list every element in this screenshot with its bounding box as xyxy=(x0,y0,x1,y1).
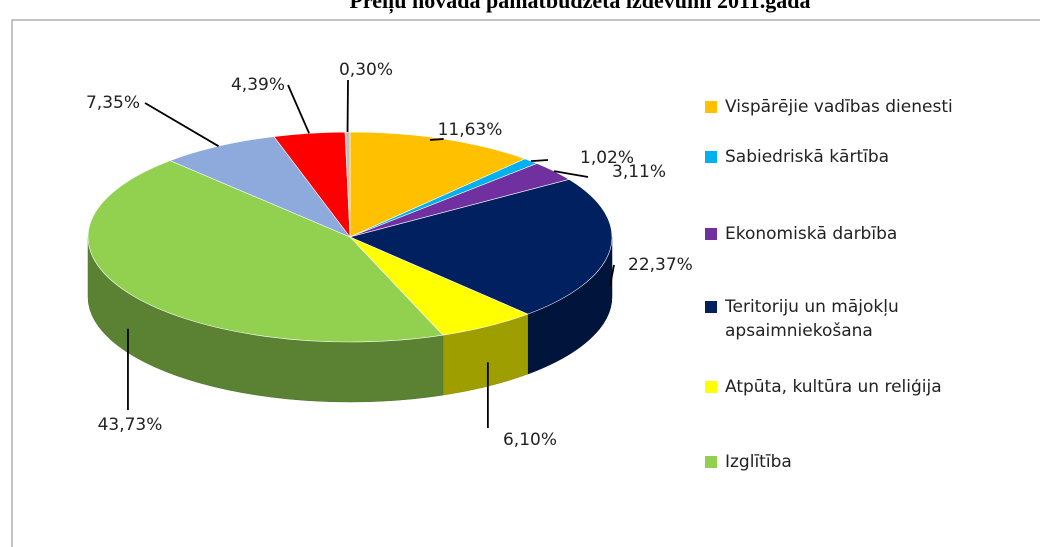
legend-swatch xyxy=(705,456,717,468)
data-label: 6,10% xyxy=(503,430,557,450)
frame xyxy=(11,19,1040,547)
legend-swatch xyxy=(705,301,717,313)
slice-top xyxy=(169,136,351,238)
data-label: 1,02% xyxy=(580,148,634,168)
data-label: 7,35% xyxy=(86,93,140,113)
chart-title: Preiļu novada pamatbudžeta izdevumi 2011… xyxy=(349,0,810,14)
legend-item: Teritoriju un mājokļu apsaimniekošana xyxy=(705,295,965,343)
legend-swatch xyxy=(705,381,717,393)
legend-label: Vispārējie vadības dienesti xyxy=(725,97,953,117)
legend-swatch xyxy=(705,151,717,163)
pie-slice xyxy=(169,136,351,238)
slice-top xyxy=(349,179,613,315)
leader-line xyxy=(287,84,310,134)
pie-slice xyxy=(87,160,444,403)
legend-item: Sabiedriskā kārtība xyxy=(705,145,1025,169)
leader-line xyxy=(144,102,220,147)
data-label: 0,30% xyxy=(339,60,393,80)
leader-line xyxy=(429,138,444,141)
pie-slice xyxy=(349,236,529,396)
legend-swatch xyxy=(705,228,717,240)
pie-slice xyxy=(344,131,351,238)
legend-label: Ekonomiskā darbība xyxy=(725,224,898,244)
slice-top xyxy=(87,160,444,343)
data-label: 43,73% xyxy=(98,415,163,435)
data-label: 4,39% xyxy=(231,75,285,95)
legend-item: Atpūta, kultūra un reliģija xyxy=(705,375,1035,399)
leader-line xyxy=(553,170,589,178)
legend-label: Izglītība xyxy=(725,452,792,472)
legend-item: Ekonomiskā darbība xyxy=(705,222,1025,246)
data-label: 11,63% xyxy=(438,120,503,140)
legend-label: Atpūta, kultūra un reliģija xyxy=(725,377,942,397)
data-label: 22,37% xyxy=(628,255,693,275)
legend-item: Izglītība xyxy=(705,450,1025,474)
legend-label: Teritoriju un mājokļu apsaimniekošana xyxy=(725,297,899,341)
leader-line xyxy=(609,264,615,286)
legend-item: Vispārējie vadības dienesti xyxy=(705,95,955,119)
leader-line xyxy=(530,159,549,162)
legend-swatch xyxy=(705,101,717,113)
slice-top xyxy=(344,131,351,238)
legend-label: Sabiedriskā kārtība xyxy=(725,147,890,167)
data-label: 3,11% xyxy=(612,162,666,182)
